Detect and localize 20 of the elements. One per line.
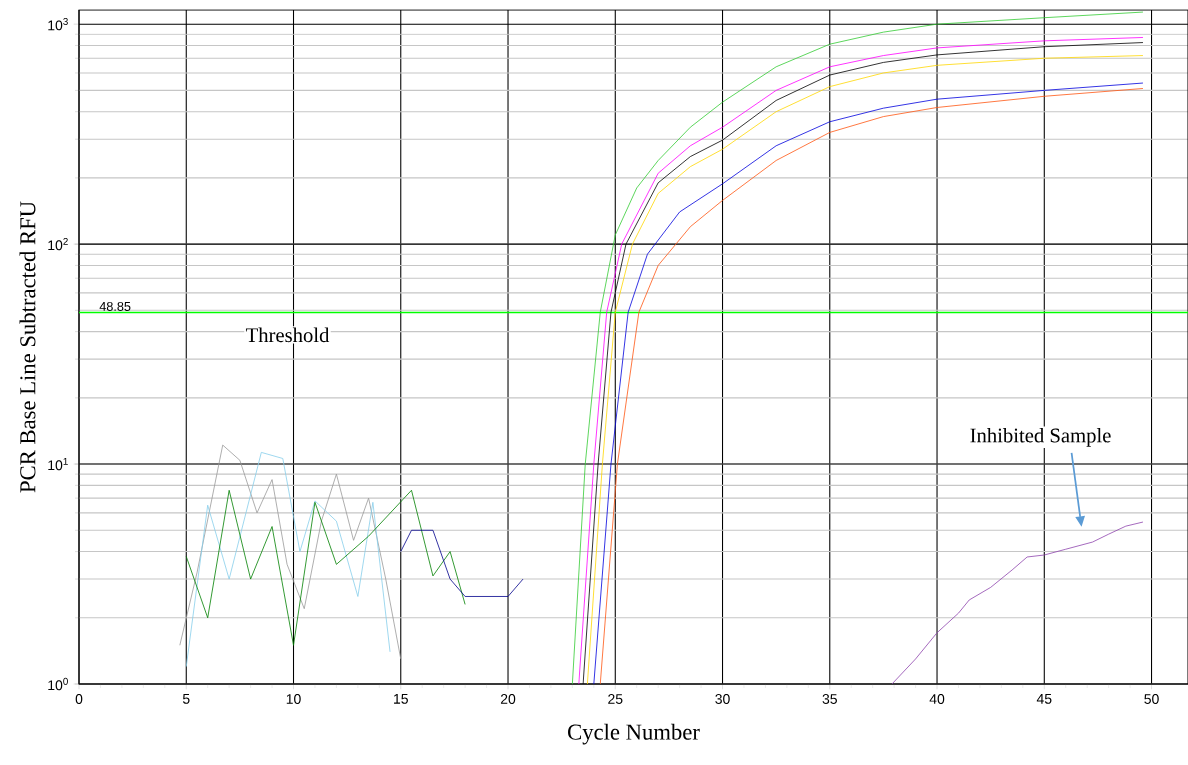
y-tick-label: 10$^{0}$ <box>48 677 68 691</box>
x-tick-label: 35 <box>822 694 837 704</box>
x-tick-label: 15 <box>394 694 408 704</box>
x-tick-label: 20 <box>500 694 516 704</box>
y-axis-title: PCR Base Line Subtracted RFU <box>19 201 36 493</box>
y-tick-label: 10$^{2}$ <box>48 237 68 251</box>
ref-line-label: 48.85 <box>99 301 131 311</box>
x-tick-label: 10 <box>286 694 301 704</box>
annotation: Threshold <box>245 327 330 343</box>
y-tick-label: 10$^{1}$ <box>48 457 68 471</box>
x-tick-label: 0 <box>75 694 83 704</box>
x-tick-label: 45 <box>1036 694 1052 704</box>
x-tick-label: 50 <box>1144 694 1159 704</box>
y-tick-label: 10$^{3}$ <box>48 18 68 31</box>
x-tick-label: 40 <box>929 694 945 704</box>
annotation: Inhibited Sample <box>970 427 1111 447</box>
x-tick-label: 5 <box>182 694 190 704</box>
x-tick-label: 30 <box>715 694 730 704</box>
x-tick-label: 25 <box>608 694 623 704</box>
x-axis-title: Cycle Number <box>568 723 700 745</box>
